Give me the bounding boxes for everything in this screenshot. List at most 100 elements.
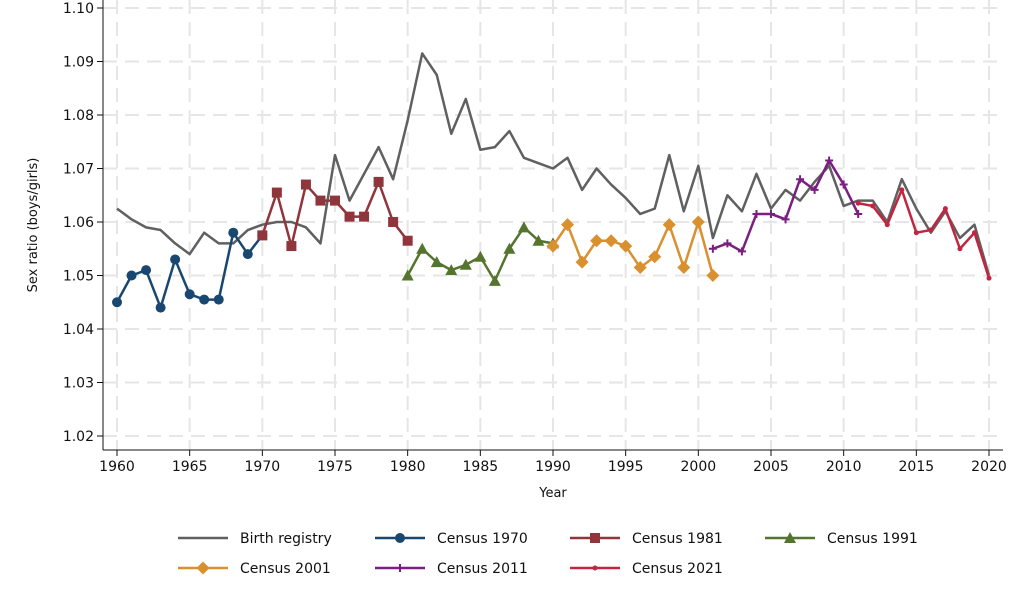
data-point: [155, 302, 166, 313]
data-point: [590, 533, 600, 543]
data-point: [796, 175, 805, 184]
legend-item: Census 1970: [375, 531, 528, 547]
data-point: [986, 275, 992, 281]
x-tick-label: 1995: [608, 459, 644, 475]
legend-label: Census 2021: [632, 561, 723, 577]
data-point: [870, 203, 876, 209]
data-point: [928, 227, 934, 233]
data-point: [708, 244, 717, 253]
data-point: [213, 294, 224, 305]
data-point: [633, 260, 647, 274]
data-point: [810, 185, 819, 194]
legend-label: Birth registry: [240, 531, 332, 547]
data-point: [590, 234, 604, 248]
data-point: [854, 209, 863, 218]
x-axis-label: Year: [538, 486, 567, 501]
legend-item: Census 1981: [570, 531, 723, 547]
data-point: [546, 239, 560, 253]
y-tick-label: 1.04: [63, 322, 94, 338]
legend-item: Census 2011: [375, 561, 528, 577]
series-line: [261, 180, 409, 248]
data-point: [286, 241, 297, 252]
series-census-2011: [708, 156, 863, 256]
data-point: [344, 211, 355, 222]
data-point: [315, 195, 326, 206]
data-point: [884, 222, 890, 228]
x-tick-label: 1985: [463, 459, 499, 475]
data-point: [488, 274, 501, 286]
data-point: [767, 209, 775, 218]
data-point: [503, 242, 516, 254]
data-point: [737, 247, 746, 256]
y-tick-label: 1.05: [63, 269, 94, 285]
data-point: [416, 242, 429, 254]
data-point: [396, 564, 404, 572]
series-line: [857, 188, 991, 279]
legend-item: Census 2021: [570, 561, 723, 577]
data-point: [330, 195, 340, 206]
x-tick-label: 1970: [245, 459, 281, 475]
series-census-1970: [112, 227, 268, 313]
data-point: [561, 218, 575, 232]
data-point: [913, 230, 919, 236]
data-point: [228, 227, 239, 238]
data-point: [752, 209, 761, 218]
data-point: [126, 270, 137, 281]
legend-label: Census 1981: [632, 531, 723, 547]
series-line: [712, 159, 860, 253]
data-point: [199, 294, 210, 305]
y-tick-label: 1.07: [63, 162, 94, 178]
x-tick-label: 1980: [390, 459, 426, 475]
data-point: [619, 239, 633, 253]
data-point: [141, 265, 152, 276]
data-point: [359, 211, 370, 222]
data-point: [300, 179, 311, 190]
x-tick-label: 1975: [317, 459, 353, 475]
legend-label: Census 2001: [240, 561, 331, 577]
data-point: [517, 221, 530, 233]
data-point: [957, 246, 963, 252]
data-point: [445, 264, 458, 276]
data-point: [784, 532, 796, 543]
legend-item: Birth registry: [178, 531, 332, 547]
data-point: [899, 187, 905, 193]
series-line: [551, 220, 715, 276]
axes: 1.02 1.03 1.04 1.05 1.06 1.07 1.08 1.09 1.10 1960…: [63, 0, 1007, 475]
data-point: [474, 250, 487, 262]
data-point: [459, 258, 472, 270]
data-point: [662, 218, 676, 232]
data-point: [388, 217, 399, 227]
x-tick-label: 1965: [172, 459, 208, 475]
y-tick-label: 1.02: [63, 429, 94, 445]
y-tick-label: 1.10: [63, 1, 94, 17]
data-point: [723, 239, 732, 248]
x-tick-label: 2015: [899, 459, 935, 475]
legend-item: Census 2001: [178, 561, 331, 577]
series-census-2021: [855, 187, 992, 281]
legend-item: Census 1991: [765, 531, 918, 547]
data-point: [242, 249, 253, 260]
x-tick-label: 1960: [99, 459, 135, 475]
data-point: [691, 215, 705, 229]
data-point: [942, 206, 948, 212]
data-point: [401, 269, 414, 281]
x-tick-label: 1990: [535, 459, 571, 475]
data-point: [855, 200, 861, 206]
legend-label: Census 1991: [827, 531, 918, 547]
data-point: [592, 565, 598, 571]
y-axis-label: Sex ratio (boys/girls): [26, 158, 41, 293]
data-point: [575, 255, 589, 269]
data-point: [604, 234, 618, 248]
data-point: [781, 215, 790, 224]
y-tick-label: 1.08: [63, 108, 94, 124]
data-point: [271, 187, 282, 198]
data-point: [373, 176, 384, 187]
data-point: [184, 289, 195, 300]
legend-label: Census 2011: [437, 561, 528, 577]
x-tick-label: 2010: [826, 459, 862, 475]
data-point: [648, 250, 662, 264]
data-point: [430, 256, 443, 268]
series-census-1981: [257, 176, 413, 252]
y-tick-label: 1.06: [63, 215, 94, 231]
